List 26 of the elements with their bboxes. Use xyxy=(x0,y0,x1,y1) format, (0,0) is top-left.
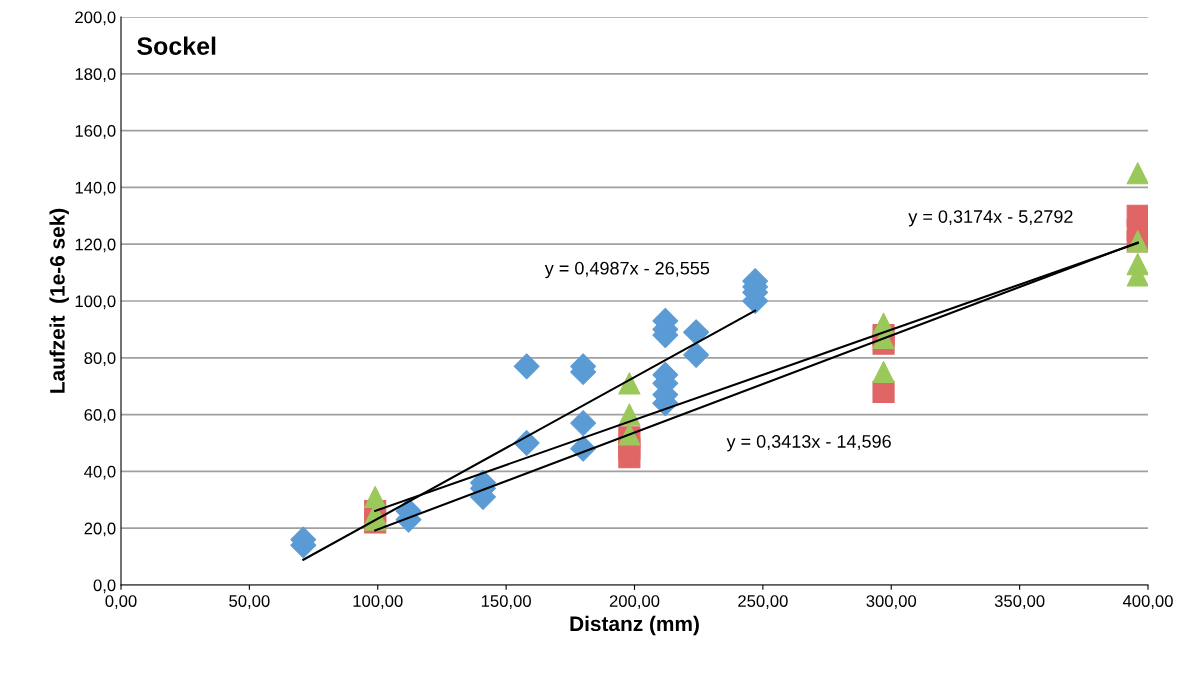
annotation: y = 0,3174x - 5,2792 xyxy=(908,210,1073,227)
y-tick-label: 160,0 xyxy=(75,125,116,139)
y-tick-label: 180,0 xyxy=(75,68,116,82)
x-tick-label: 400,00 xyxy=(1122,595,1173,609)
x-tick-label: 350,00 xyxy=(994,595,1045,609)
annotation: y = 0,4987x - 26,555 xyxy=(544,261,710,279)
y-tick-label: 40,0 xyxy=(84,465,116,480)
x-tick-label: 150,00 xyxy=(481,595,531,609)
x-tick-label: 250,00 xyxy=(738,595,788,609)
x-tick-label: 0,00 xyxy=(105,595,137,609)
x-tick-label: 100,00 xyxy=(353,595,403,609)
y-tick-label: 200,0 xyxy=(75,11,116,26)
text: Sockel xyxy=(137,36,216,55)
y-tick-label: 20,0 xyxy=(84,522,116,537)
y-tick-label: 140,0 xyxy=(75,181,116,196)
x-axis-title: Distanz (mm) xyxy=(570,615,699,636)
x-tick-label: 50,00 xyxy=(229,595,270,609)
y-tick-label: 120,0 xyxy=(75,238,116,253)
x-tick-label: 200,00 xyxy=(609,595,660,609)
y-tick-label: 0,0 xyxy=(93,579,116,594)
x-tick-label: 300,00 xyxy=(866,595,917,609)
y-axis-title: Laufzeit (1e-6 sek) xyxy=(49,208,69,393)
y-tick-label: 80,0 xyxy=(84,352,116,366)
annotation: y = 0,3413x - 14,596 xyxy=(726,435,891,452)
y-tick-label: 60,0 xyxy=(84,409,116,423)
y-tick-label: 100,0 xyxy=(75,295,116,310)
